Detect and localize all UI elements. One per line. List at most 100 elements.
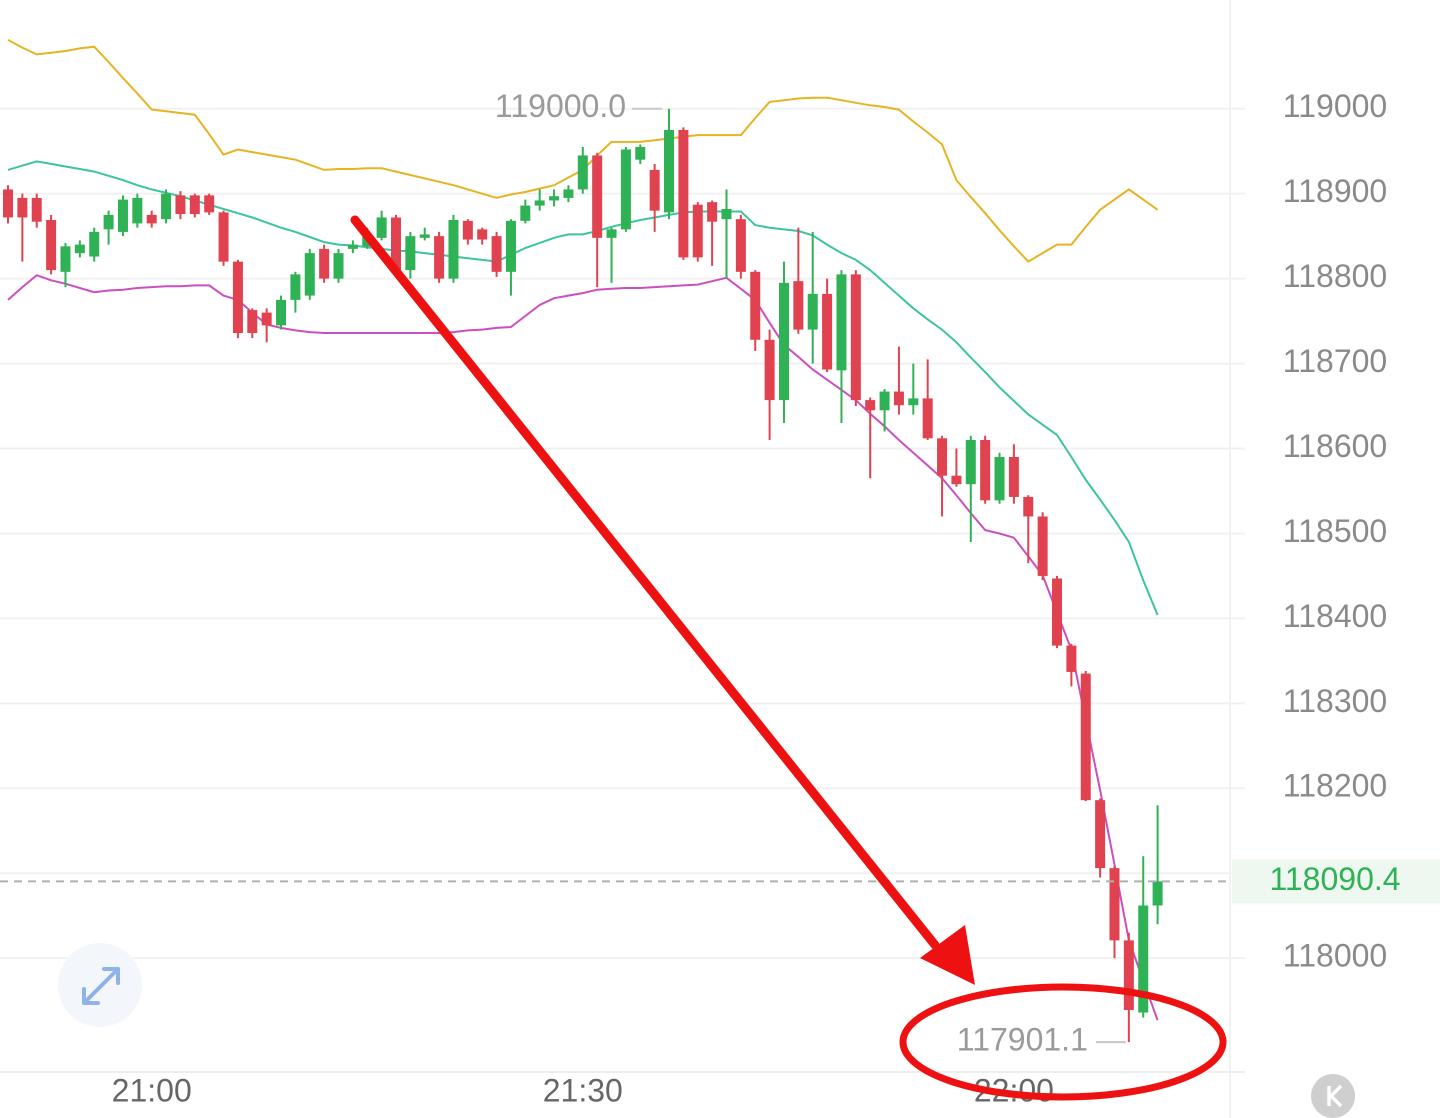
arrow-head bbox=[920, 925, 975, 985]
candle-body bbox=[908, 398, 919, 406]
candle-body bbox=[721, 208, 732, 220]
y-tick-label: 118900 bbox=[1283, 173, 1387, 209]
candle-body bbox=[980, 440, 991, 501]
candle-body bbox=[592, 155, 603, 238]
candle-body bbox=[807, 293, 818, 330]
candle-body bbox=[664, 129, 675, 213]
candle-body bbox=[60, 246, 71, 272]
candle-body bbox=[563, 189, 574, 198]
candle-body bbox=[290, 274, 301, 300]
y-tick-label: 119000 bbox=[1283, 88, 1387, 124]
candle-body bbox=[505, 220, 516, 272]
candle-body bbox=[707, 202, 718, 222]
candle-body bbox=[132, 197, 143, 224]
candle-body bbox=[434, 236, 445, 279]
candle-body bbox=[549, 196, 560, 201]
candle-body bbox=[89, 231, 100, 257]
candle-body bbox=[822, 293, 833, 370]
candle-body bbox=[649, 169, 660, 211]
candle-body bbox=[1109, 868, 1120, 941]
candle-body bbox=[577, 155, 588, 190]
candle-body bbox=[462, 220, 473, 240]
candle-body bbox=[405, 236, 416, 271]
highlight-ellipse bbox=[899, 983, 1227, 1101]
y-tick-label: 118500 bbox=[1283, 513, 1387, 549]
y-tick-label: 118200 bbox=[1283, 768, 1387, 804]
candle-body bbox=[477, 229, 488, 240]
kline-icon bbox=[1327, 1084, 1343, 1108]
y-tick-label: 118000 bbox=[1283, 938, 1387, 974]
candle-body bbox=[146, 214, 157, 224]
candle-body bbox=[232, 261, 243, 333]
candle-body bbox=[1066, 645, 1077, 672]
candle-body bbox=[965, 440, 976, 485]
candle-body bbox=[189, 195, 200, 215]
candle-body bbox=[276, 299, 287, 326]
candle-body bbox=[175, 195, 186, 215]
y-tick-label: 118700 bbox=[1283, 343, 1387, 379]
candle-body bbox=[865, 400, 876, 411]
candle-body bbox=[304, 253, 315, 296]
candle-body bbox=[1023, 496, 1034, 517]
candle-body bbox=[764, 339, 775, 401]
arrow-shaft bbox=[350, 215, 940, 950]
x-tick-label: 21:30 bbox=[543, 1072, 623, 1108]
candle-body bbox=[448, 220, 459, 279]
x-tick-label: 21:00 bbox=[112, 1072, 192, 1108]
candle-body bbox=[1037, 516, 1048, 576]
candle-body bbox=[333, 253, 344, 279]
candle-body bbox=[893, 391, 904, 406]
candle-body bbox=[419, 234, 430, 238]
candle-body bbox=[793, 281, 804, 330]
candle-body bbox=[520, 205, 531, 221]
current-price-label: 118090.4 bbox=[1269, 861, 1400, 897]
candle-body bbox=[951, 475, 962, 485]
candle-body bbox=[635, 146, 646, 160]
candle-body bbox=[994, 457, 1005, 501]
candle-body bbox=[491, 236, 502, 272]
candle-body bbox=[879, 391, 890, 411]
candle-body bbox=[161, 193, 172, 220]
candle-body bbox=[1152, 881, 1163, 906]
candle-body bbox=[1080, 673, 1091, 801]
y-tick-label: 118400 bbox=[1283, 598, 1387, 634]
candle-body bbox=[347, 244, 358, 249]
candle-body bbox=[376, 217, 387, 238]
fullscreen-icon bbox=[82, 967, 120, 1005]
candle-body bbox=[750, 271, 761, 340]
candle-body bbox=[836, 274, 847, 371]
candle-body bbox=[46, 220, 57, 271]
current-price-box bbox=[1232, 859, 1440, 904]
min-label: 117901.1 bbox=[957, 1022, 1088, 1058]
candle-body bbox=[922, 398, 933, 439]
candle-body bbox=[31, 197, 42, 222]
candle-body bbox=[247, 310, 258, 333]
candle-body bbox=[17, 197, 28, 218]
candle-body bbox=[937, 438, 948, 476]
candle-body bbox=[103, 214, 114, 230]
candle-body bbox=[261, 312, 272, 326]
candle-body bbox=[1008, 457, 1019, 497]
annotation-overlay bbox=[58, 215, 1355, 1118]
candle-body bbox=[606, 229, 617, 238]
candle-body bbox=[3, 189, 13, 218]
y-tick-label: 118600 bbox=[1283, 428, 1387, 464]
candle-body bbox=[620, 149, 631, 230]
candle-body bbox=[850, 274, 861, 401]
band-line bbox=[7, 274, 1159, 1021]
candle-body bbox=[74, 244, 85, 254]
candle-body bbox=[117, 199, 128, 232]
candle-body bbox=[319, 248, 330, 279]
candle-body bbox=[735, 219, 746, 272]
candle-body bbox=[692, 204, 703, 258]
candle-body bbox=[1138, 905, 1149, 1013]
candle-body bbox=[534, 200, 545, 206]
candle-body bbox=[390, 217, 401, 271]
candle-body bbox=[1123, 940, 1134, 1010]
max-label: 119000.0 bbox=[495, 88, 626, 124]
candle-body bbox=[778, 282, 789, 401]
